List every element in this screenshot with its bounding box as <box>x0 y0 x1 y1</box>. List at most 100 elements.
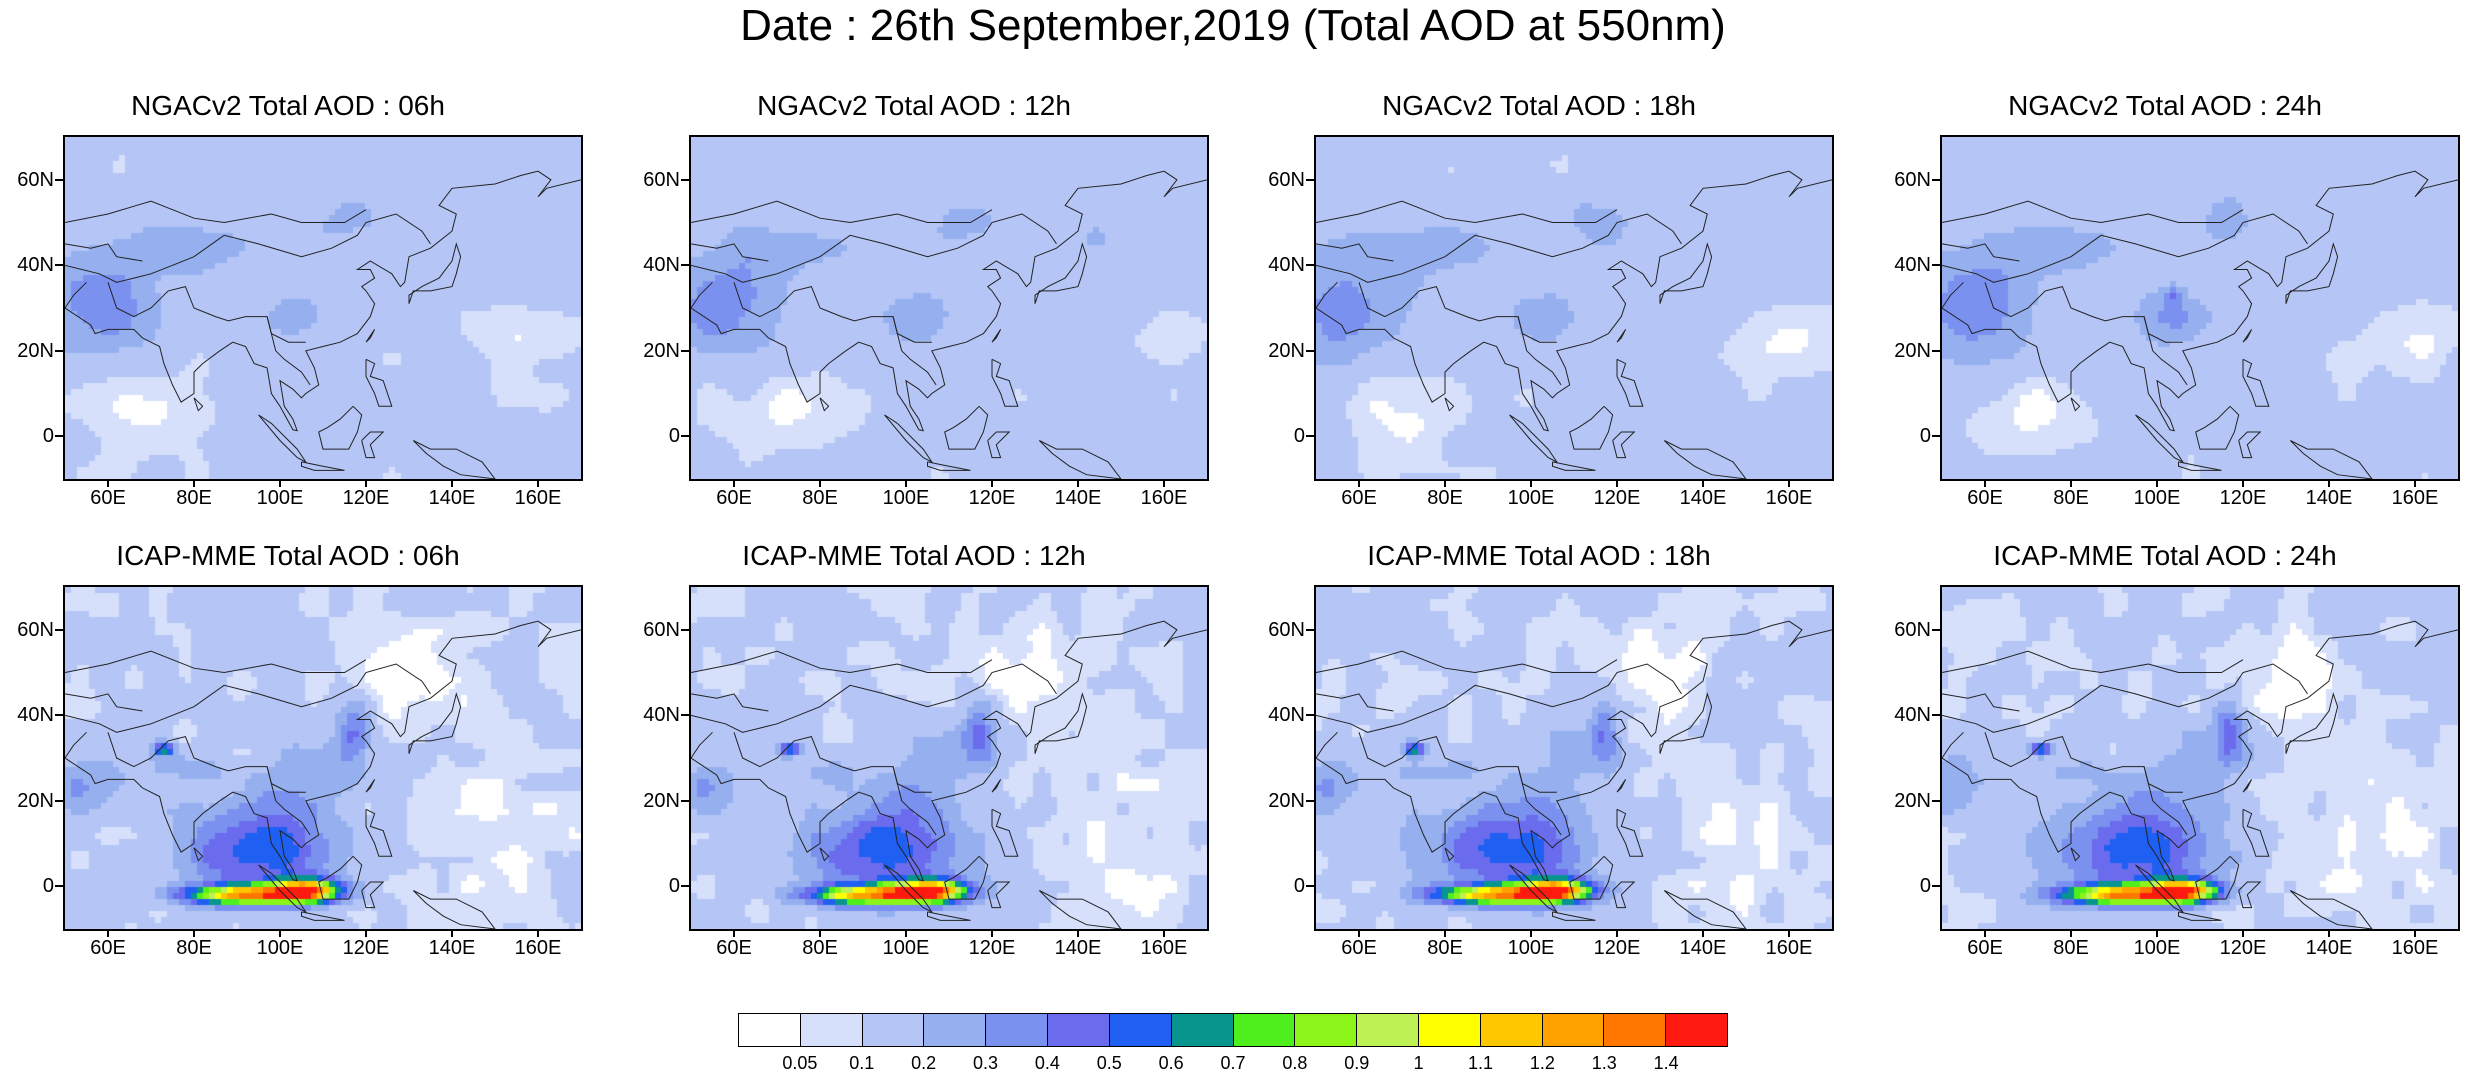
lon-tick-label: 160E <box>514 937 562 959</box>
lat-tick <box>681 885 689 888</box>
lon-tick <box>905 929 907 937</box>
coastline-path <box>1444 847 1455 862</box>
coastline-path <box>691 693 769 712</box>
colorbar-level-label: 0.05 <box>782 1053 818 1073</box>
lat-tick-label: 0 <box>668 425 680 448</box>
lon-tick <box>2242 479 2244 487</box>
lon-tick-label: 120E <box>2219 937 2267 959</box>
colorbar-level-label: 1.4 <box>1653 1053 1679 1073</box>
coastline-path <box>1659 242 1713 304</box>
lon-tick <box>819 479 821 487</box>
lon-tick-label: 80E <box>176 487 212 509</box>
lon-tick-label: 120E <box>342 937 390 959</box>
lon-tick <box>2242 929 2244 937</box>
coastline-path <box>991 779 1002 793</box>
lon-tick <box>2414 479 2416 487</box>
coastline-path <box>65 170 581 432</box>
lon-tick-label: 140E <box>1054 937 1102 959</box>
coastline-path <box>2143 316 2188 386</box>
coastline-path <box>1316 213 1682 283</box>
lon-tick <box>2414 929 2416 937</box>
lon-tick-label: 120E <box>968 937 1016 959</box>
coastlines <box>1316 170 1832 479</box>
lon-tick-label: 160E <box>2391 937 2439 959</box>
coastline-path <box>1316 243 1394 262</box>
figure-title: Date : 26th September,2019 (Total AOD at… <box>740 1 1726 50</box>
lon-tick-label: 80E <box>802 937 838 959</box>
coastline-path <box>1552 911 1596 921</box>
coastline-path <box>65 650 367 674</box>
coastlines <box>1942 620 2458 929</box>
coastline-path <box>65 731 87 759</box>
coastline-path <box>318 405 363 450</box>
lat-tick <box>55 628 63 631</box>
coastline-path <box>408 692 462 754</box>
lon-tick <box>2328 929 2330 937</box>
coastline-path <box>884 864 934 914</box>
coastline-path <box>991 358 1019 407</box>
colorbar-swatch <box>739 1014 801 1046</box>
coastline-path <box>258 864 308 914</box>
colorbar-level-label: 0.1 <box>849 1053 875 1073</box>
coastline-path <box>1616 329 1627 343</box>
colorbar-swatch <box>924 1014 987 1046</box>
panel-title: ICAP-MME Total AOD : 18h <box>1367 540 1711 571</box>
lon-tick <box>2156 479 2158 487</box>
coastline-path <box>2178 461 2222 471</box>
coastline-path <box>2238 431 2262 459</box>
lon-tick-label: 120E <box>968 487 1016 509</box>
lon-tick <box>1358 479 1360 487</box>
lat-tick-label: 0 <box>668 875 680 898</box>
lon-tick <box>1702 929 1704 937</box>
coastline-path <box>691 620 1207 882</box>
map-panel: NGACv2 Total AOD : 24h 60N 40N 20N 0 60E 80E 10… <box>1885 90 2460 540</box>
coastline-path <box>301 911 345 921</box>
lat-tick-label: 60N <box>17 168 54 191</box>
lon-tick <box>1358 929 1360 937</box>
lon-tick-label: 60E <box>716 937 752 959</box>
lat-tick <box>55 435 63 438</box>
lon-tick-label: 160E <box>2391 487 2439 509</box>
colorbar-level-label: 0.4 <box>1034 1053 1060 1073</box>
lon-tick-label: 160E <box>1140 487 1188 509</box>
lon-tick <box>1077 479 1079 487</box>
lat-tick <box>681 799 689 802</box>
coastline-path <box>1616 808 1644 857</box>
aod-map <box>1940 585 2460 931</box>
colorbar-level-label: 1.3 <box>1591 1053 1617 1073</box>
lon-tick-label: 80E <box>176 937 212 959</box>
lon-tick <box>2156 929 2158 937</box>
coastline-path <box>2135 864 2185 914</box>
aod-map <box>1940 135 2460 481</box>
coastline-path <box>1444 397 1455 412</box>
lat-tick <box>681 264 689 267</box>
coastline-path <box>2285 692 2339 754</box>
coastline-path <box>1316 200 1618 224</box>
coastline-path <box>991 808 1019 857</box>
lat-tick-label: 60N <box>643 168 680 191</box>
lon-tick-label: 120E <box>1593 937 1641 959</box>
lon-tick-label: 120E <box>342 487 390 509</box>
lon-tick <box>2070 479 2072 487</box>
coastline-path <box>2070 397 2081 412</box>
lon-tick-label: 60E <box>1967 937 2003 959</box>
coastline-path <box>1517 316 1562 386</box>
colorbar-swatch <box>1233 1014 1296 1046</box>
colorbar-swatch <box>1357 1014 1419 1046</box>
lat-tick <box>1932 264 1940 267</box>
coastline-path <box>691 281 713 309</box>
coastline-path <box>65 243 143 262</box>
lat-tick-label: 40N <box>643 254 680 277</box>
coastline-path <box>691 663 1057 733</box>
coastline-path <box>65 213 431 283</box>
map-panel: ICAP-MME Total AOD : 24h 60N 40N 20N 0 60E 80E… <box>1885 540 2460 990</box>
coastline-path <box>1038 440 1122 479</box>
lon-tick-label: 100E <box>2133 487 2181 509</box>
lat-tick <box>1306 178 1314 181</box>
lat-tick <box>681 714 689 717</box>
lon-tick-label: 100E <box>882 487 930 509</box>
lat-tick <box>681 178 689 181</box>
coastline-path <box>927 461 971 471</box>
lat-tick <box>55 885 63 888</box>
aod-map <box>1314 585 1834 931</box>
